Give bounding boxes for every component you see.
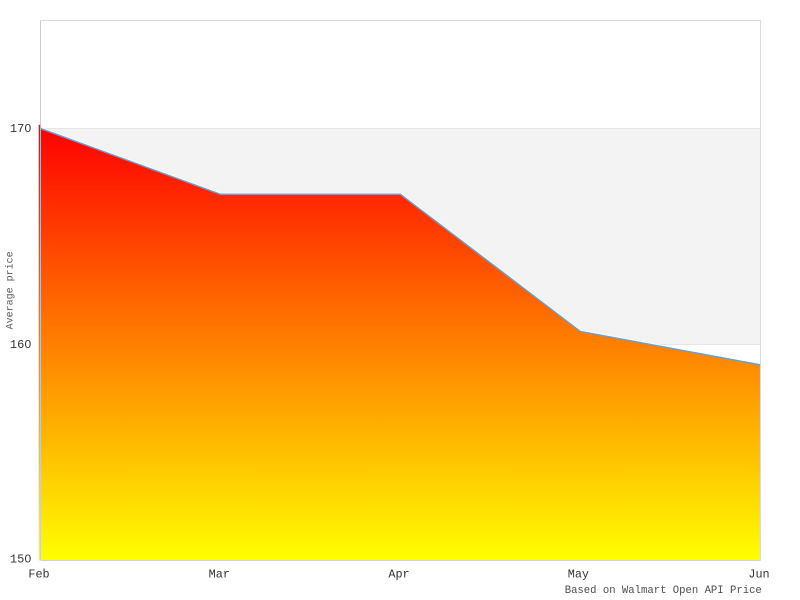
svg-text:Feb: Feb xyxy=(28,568,49,582)
svg-text:Average price: Average price xyxy=(5,251,17,329)
svg-text:Jun: Jun xyxy=(748,568,769,582)
svg-text:150: 150 xyxy=(10,553,32,567)
svg-text:170: 170 xyxy=(10,122,32,136)
svg-text:Apr: Apr xyxy=(388,568,409,582)
svg-text:Based on Walmart Open API Pric: Based on Walmart Open API Price xyxy=(565,585,762,597)
svg-text:160: 160 xyxy=(10,338,32,352)
svg-text:Mar: Mar xyxy=(209,568,230,582)
svg-text:May: May xyxy=(568,568,589,582)
